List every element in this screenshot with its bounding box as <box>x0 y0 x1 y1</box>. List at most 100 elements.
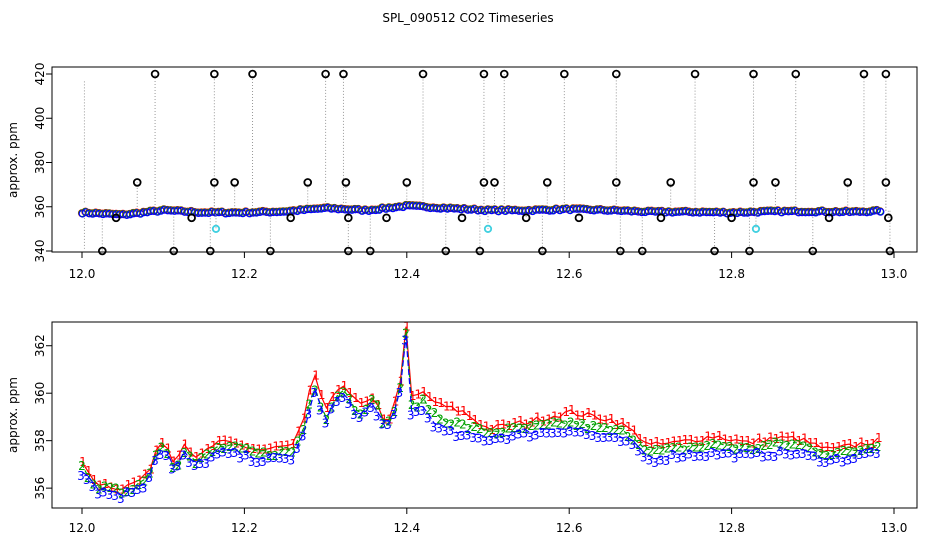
series-1-marker: 1 <box>602 414 610 428</box>
outlier-point <box>205 246 215 256</box>
series-1-marker: 1 <box>591 408 599 422</box>
series-1-marker: 1 <box>648 437 656 451</box>
series-1-marker: 1 <box>312 369 320 383</box>
series-1-marker: 1 <box>500 417 508 431</box>
outlier-point <box>344 246 353 256</box>
series-3-marker: 3 <box>231 446 239 460</box>
outlier-point <box>749 178 758 187</box>
series-1-marker: 1 <box>682 433 690 447</box>
series-3-marker: 3 <box>248 455 256 469</box>
series-1-marker: 1 <box>96 478 104 492</box>
series-1-marker: 1 <box>119 482 127 496</box>
series-2-marker: 2 <box>738 441 746 455</box>
series-3-marker: 3 <box>77 469 85 483</box>
series-3-marker: 3 <box>299 430 307 444</box>
series-1-marker: 1 <box>210 439 218 453</box>
series-1-marker: 1 <box>568 403 576 417</box>
series-3-marker: 3 <box>174 459 182 473</box>
series-2-marker: 2 <box>271 449 279 463</box>
series-2-marker: 2 <box>368 393 376 407</box>
series-3-marker: 3 <box>83 473 91 487</box>
outlier-point <box>344 213 353 223</box>
series-2-marker: 2 <box>720 440 728 454</box>
series-3-marker: 3 <box>748 447 756 461</box>
series-3-marker: 3 <box>447 424 455 438</box>
series-3-marker: 3 <box>509 429 517 443</box>
series-3-marker: 3 <box>708 446 716 460</box>
series-2-marker: 2 <box>186 450 194 464</box>
series-1-marker: 1 <box>699 434 707 448</box>
series-1-marker: 1 <box>187 445 195 459</box>
series-3-marker: 3 <box>805 449 813 463</box>
series-1-marker: 1 <box>477 418 485 432</box>
bottom-ylabel: approx. ppm <box>6 377 20 453</box>
cyan-outlier-point <box>483 224 493 233</box>
series-2-marker: 2 <box>863 442 871 456</box>
outlier-point <box>475 246 485 256</box>
series-2-marker: 2 <box>715 438 723 452</box>
series-2-marker: 2 <box>772 435 780 449</box>
series-2-marker: 2 <box>760 439 768 453</box>
series-3-marker: 3 <box>617 435 625 449</box>
series-2-marker: 2 <box>362 403 370 417</box>
series-1-marker: 1 <box>301 412 309 426</box>
series-1-marker: 1 <box>852 440 860 454</box>
outlier-point <box>303 178 313 187</box>
outlier-point <box>479 69 489 79</box>
series-1-marker: 1 <box>545 412 553 426</box>
series-3-marker: 3 <box>310 386 318 400</box>
bottom-panel-marks: 1111111111111111111111111111111111111111… <box>77 320 882 506</box>
series-1-marker: 1 <box>454 405 462 419</box>
outlier-point <box>365 246 375 256</box>
series-3-marker: 3 <box>634 445 642 459</box>
series-3-marker: 3 <box>481 434 489 448</box>
series-3-marker: 3 <box>287 454 295 468</box>
series-1-marker: 1 <box>471 413 479 427</box>
bottom-panel-axes: 12.0 12.2 12.4 12.6 12.8 13.0 356 358 360 362 <box>33 334 907 535</box>
series-2-marker: 2 <box>84 471 92 485</box>
series-2-marker: 2 <box>118 487 126 501</box>
series-3-marker: 3 <box>651 456 659 470</box>
series-2-marker: 2 <box>476 422 484 436</box>
series-2-marker: 2 <box>584 422 592 436</box>
series-2-marker: 2 <box>800 439 808 453</box>
series-1-marker: 1 <box>864 438 872 452</box>
series-1-marker: 1 <box>721 432 729 446</box>
outlier-point <box>341 178 351 187</box>
series-2-marker: 2 <box>794 438 802 452</box>
outlier-point <box>187 213 196 223</box>
series-1-marker: 1 <box>829 441 837 455</box>
series-3-marker: 3 <box>657 453 665 467</box>
outlier-point <box>499 69 509 79</box>
outlier-point <box>771 178 780 187</box>
series-1-marker: 1 <box>443 400 451 414</box>
series-1-marker: 1 <box>784 430 792 444</box>
series-1-marker: 1 <box>113 482 121 496</box>
series-3-marker: 3 <box>469 431 477 445</box>
series-3-marker: 3 <box>668 448 676 462</box>
series-3-marker: 3 <box>600 431 608 445</box>
series-2-marker: 2 <box>266 449 274 463</box>
series-3-marker: 3 <box>293 442 301 456</box>
series-1-marker: 1 <box>233 437 241 451</box>
bottom-x-tick-label: 12.8 <box>718 521 745 535</box>
outlier-point <box>843 178 853 187</box>
outlier-point <box>808 246 818 256</box>
series-2-marker: 2 <box>612 423 620 437</box>
series-2-line <box>81 331 878 493</box>
series-1-marker: 1 <box>807 436 815 450</box>
series-1-marker: 1 <box>704 430 712 444</box>
series-2-marker: 2 <box>669 441 677 455</box>
series-2-marker: 2 <box>328 400 336 414</box>
outlier-point <box>321 69 330 79</box>
series-2-marker: 2 <box>379 417 387 431</box>
series-1-line <box>81 326 879 491</box>
series-3-marker: 3 <box>782 447 790 461</box>
series-1-marker: 1 <box>164 441 172 455</box>
series-2-marker: 2 <box>851 445 859 459</box>
series-3-marker: 3 <box>373 409 381 423</box>
series-3-marker: 3 <box>327 403 335 417</box>
series-3-marker: 3 <box>623 435 631 449</box>
series-3-marker: 3 <box>214 448 222 462</box>
